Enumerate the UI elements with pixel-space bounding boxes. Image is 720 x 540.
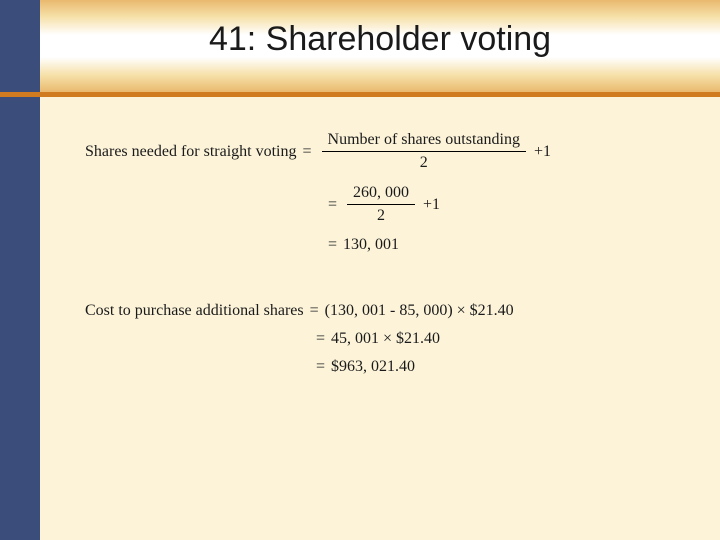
eq1-tail1: +1 [534,143,551,161]
eq2-line1: Cost to purchase additional shares = (13… [85,302,700,320]
eq1-line1: Shares needed for straight voting = Numb… [85,130,700,173]
eq1-line2: = 260, 000 2 +1 [85,183,700,226]
fraction: 260, 000 2 [347,183,415,226]
equals-sign: = [303,143,312,161]
fraction-numerator: Number of shares outstanding [322,130,526,150]
slide: 41: Shareholder voting Shares needed for… [0,0,720,540]
equals-sign: = [328,196,337,214]
equation-block-1: Shares needed for straight voting = Numb… [85,130,700,254]
eq1-line3: = 130, 001 [85,236,700,254]
fraction-bar [322,151,526,152]
fraction-denominator: 2 [371,206,391,226]
slide-main: 41: Shareholder voting Shares needed for… [40,0,720,540]
eq2-line3: = $963, 021.40 [85,358,700,376]
equation-block-2: Cost to purchase additional shares = (13… [85,302,700,376]
equals-sign: = [328,236,337,254]
eq2-lhs: Cost to purchase additional shares [85,302,304,320]
equals-sign: = [316,330,325,348]
eq2-line2: = 45, 001 × $21.40 [85,330,700,348]
fraction-numerator: 260, 000 [347,183,415,203]
fraction-bar [347,204,415,205]
equals-sign: = [310,302,319,320]
content-area: Shares needed for straight voting = Numb… [85,130,700,424]
eq2-result: $963, 021.40 [331,358,415,376]
left-accent-bar [0,0,40,540]
eq1-result: 130, 001 [343,236,399,254]
divider-line [0,92,720,97]
eq1-lhs: Shares needed for straight voting [85,143,297,161]
fraction-denominator: 2 [414,153,434,173]
slide-title: 41: Shareholder voting [40,20,720,59]
eq2-rhs2: 45, 001 × $21.40 [331,330,440,348]
eq1-tail2: +1 [423,196,440,214]
fraction: Number of shares outstanding 2 [322,130,526,173]
eq2-rhs1: (130, 001 - 85, 000) × $21.40 [325,302,514,320]
equals-sign: = [316,358,325,376]
